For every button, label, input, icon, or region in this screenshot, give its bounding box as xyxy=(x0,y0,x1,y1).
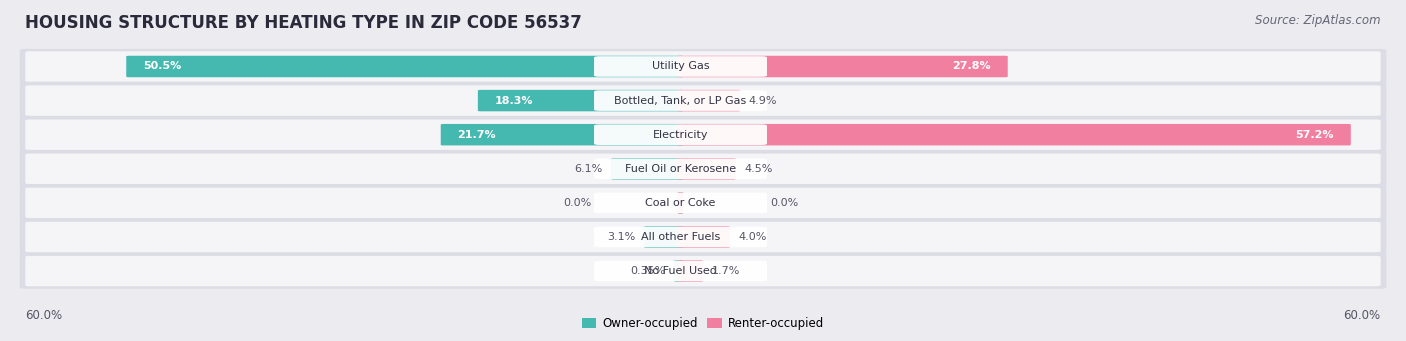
Text: Coal or Coke: Coal or Coke xyxy=(645,198,716,208)
FancyBboxPatch shape xyxy=(673,260,683,282)
FancyBboxPatch shape xyxy=(440,124,683,146)
Text: 1.7%: 1.7% xyxy=(711,266,740,276)
FancyBboxPatch shape xyxy=(25,119,1381,150)
FancyBboxPatch shape xyxy=(678,260,703,282)
Text: 4.5%: 4.5% xyxy=(744,164,773,174)
Text: 4.9%: 4.9% xyxy=(749,95,778,106)
FancyBboxPatch shape xyxy=(593,90,768,111)
FancyBboxPatch shape xyxy=(127,56,683,77)
FancyBboxPatch shape xyxy=(25,85,1381,116)
FancyBboxPatch shape xyxy=(678,192,683,214)
FancyBboxPatch shape xyxy=(593,124,768,145)
FancyBboxPatch shape xyxy=(25,51,1381,82)
FancyBboxPatch shape xyxy=(678,90,741,112)
FancyBboxPatch shape xyxy=(678,56,1008,77)
Text: 57.2%: 57.2% xyxy=(1295,130,1334,140)
Text: 4.0%: 4.0% xyxy=(738,232,766,242)
Text: 60.0%: 60.0% xyxy=(25,309,62,322)
FancyBboxPatch shape xyxy=(25,222,1381,252)
FancyBboxPatch shape xyxy=(25,188,1381,218)
Text: 0.0%: 0.0% xyxy=(770,198,799,208)
FancyBboxPatch shape xyxy=(20,219,1386,255)
FancyBboxPatch shape xyxy=(678,192,683,214)
FancyBboxPatch shape xyxy=(20,83,1386,118)
FancyBboxPatch shape xyxy=(478,90,683,112)
FancyBboxPatch shape xyxy=(593,56,768,77)
FancyBboxPatch shape xyxy=(20,117,1386,152)
FancyBboxPatch shape xyxy=(593,193,768,213)
Text: 3.1%: 3.1% xyxy=(607,232,636,242)
FancyBboxPatch shape xyxy=(678,158,735,180)
FancyBboxPatch shape xyxy=(678,226,730,248)
FancyBboxPatch shape xyxy=(20,151,1386,187)
Text: 21.7%: 21.7% xyxy=(457,130,496,140)
Text: No Fuel Used: No Fuel Used xyxy=(644,266,717,276)
FancyBboxPatch shape xyxy=(20,253,1386,289)
Text: Fuel Oil or Kerosene: Fuel Oil or Kerosene xyxy=(624,164,737,174)
FancyBboxPatch shape xyxy=(612,158,683,180)
Text: 0.35%: 0.35% xyxy=(630,266,665,276)
FancyBboxPatch shape xyxy=(678,124,1351,146)
FancyBboxPatch shape xyxy=(593,227,768,247)
FancyBboxPatch shape xyxy=(20,185,1386,221)
Text: 18.3%: 18.3% xyxy=(495,95,533,106)
Text: Electricity: Electricity xyxy=(652,130,709,140)
FancyBboxPatch shape xyxy=(644,226,683,248)
Text: 6.1%: 6.1% xyxy=(575,164,603,174)
FancyBboxPatch shape xyxy=(20,49,1386,84)
Legend: Owner-occupied, Renter-occupied: Owner-occupied, Renter-occupied xyxy=(578,313,828,335)
Text: 50.5%: 50.5% xyxy=(143,61,181,72)
Text: Source: ZipAtlas.com: Source: ZipAtlas.com xyxy=(1256,14,1381,27)
Text: Utility Gas: Utility Gas xyxy=(652,61,709,72)
Text: Bottled, Tank, or LP Gas: Bottled, Tank, or LP Gas xyxy=(614,95,747,106)
FancyBboxPatch shape xyxy=(593,261,768,281)
FancyBboxPatch shape xyxy=(25,256,1381,286)
Text: All other Fuels: All other Fuels xyxy=(641,232,720,242)
Text: 27.8%: 27.8% xyxy=(952,61,991,72)
FancyBboxPatch shape xyxy=(25,153,1381,184)
FancyBboxPatch shape xyxy=(593,159,768,179)
Text: HOUSING STRUCTURE BY HEATING TYPE IN ZIP CODE 56537: HOUSING STRUCTURE BY HEATING TYPE IN ZIP… xyxy=(25,14,582,32)
Text: 60.0%: 60.0% xyxy=(1344,309,1381,322)
Text: 0.0%: 0.0% xyxy=(562,198,591,208)
